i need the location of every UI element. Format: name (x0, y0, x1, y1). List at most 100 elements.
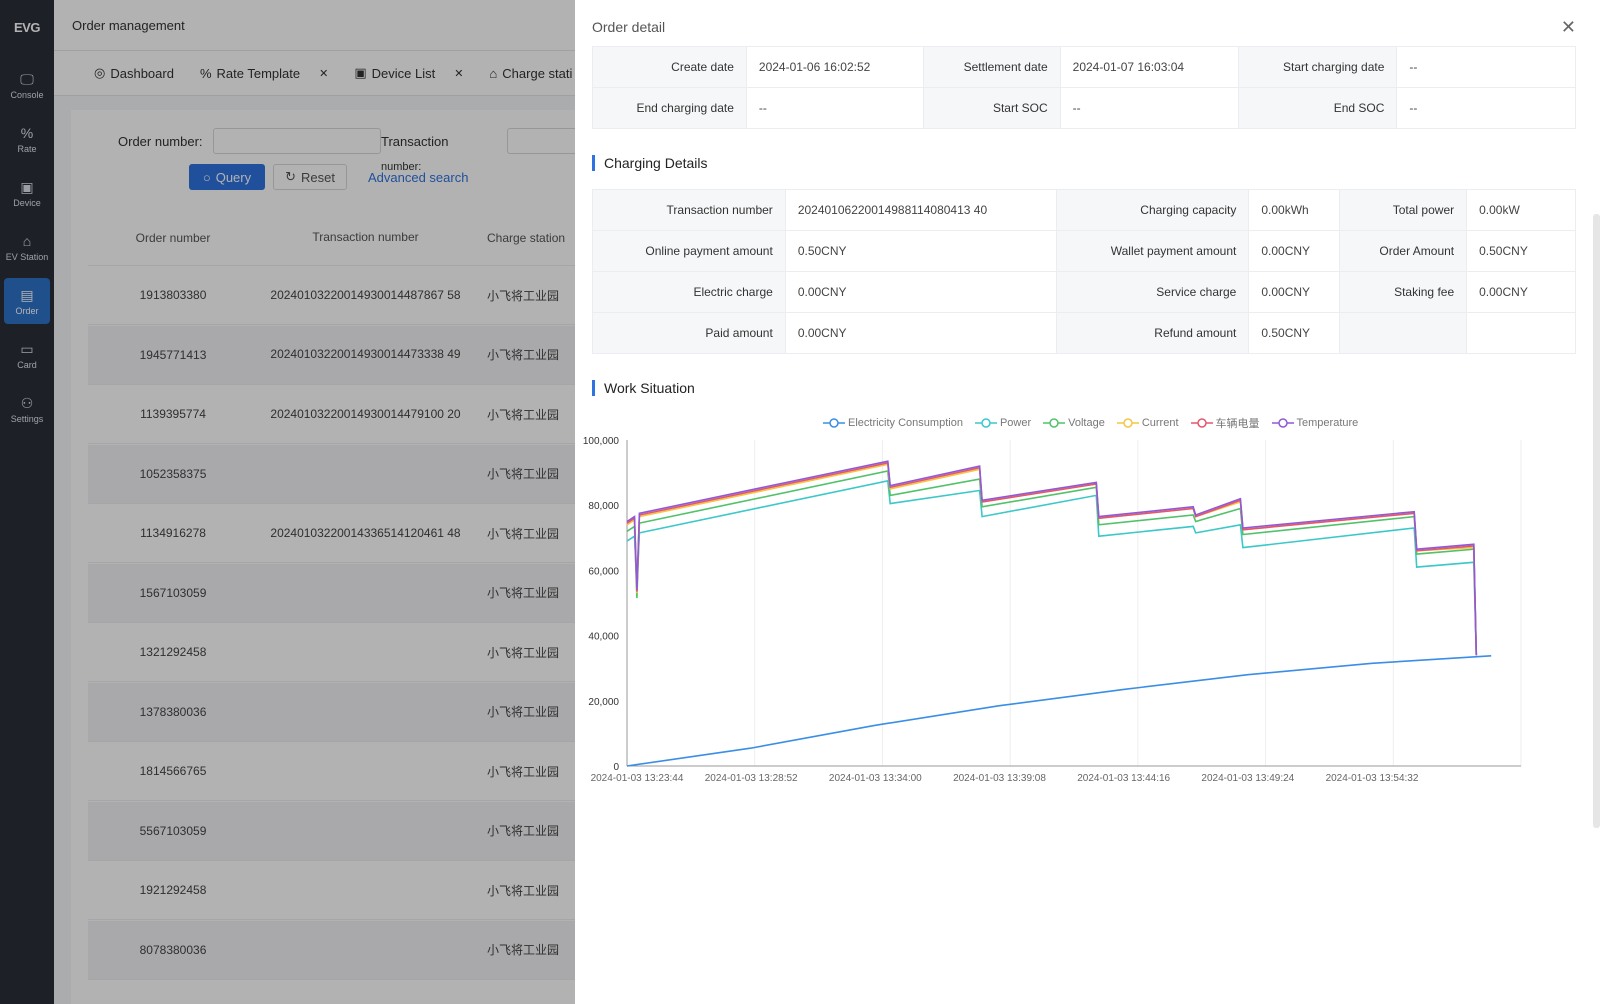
y-tick-label: 100,000 (583, 436, 620, 447)
chart-legend: Electricity Consumption Power Voltage Curre… (823, 415, 1358, 431)
monitor-icon: 🖵 (20, 70, 34, 87)
order-number-cell: 1134916278 (140, 526, 206, 540)
detail-row: Paid amount 0.00CNY Refund amount 0.50CNY (592, 312, 1576, 354)
x-tick-label: 2024-01-03 13:34:00 (829, 773, 922, 784)
tab-dashboard[interactable]: ◎ Dashboard (94, 65, 174, 81)
legend-line-circle-icon (1116, 418, 1139, 428)
detail-value: 2024-01-06 16:02:52 (745, 46, 924, 88)
sidebar-item-order[interactable]: ▤ Order (4, 278, 50, 324)
legend-line-circle-icon (1271, 418, 1294, 428)
filter-bar: Order number: Transaction number: ○ Quer… (71, 110, 1591, 210)
app-logo: EVG (14, 19, 40, 35)
detail-key: Refund amount (1055, 312, 1250, 354)
drawer-title: Order detail (592, 19, 666, 35)
transaction-number-input[interactable] (507, 128, 587, 154)
transaction-number-cell: 20240103220014930014473338 49 (270, 347, 461, 361)
close-tab-icon[interactable]: ✕ (319, 67, 329, 80)
drawer-header: Order detail (575, 0, 1600, 54)
y-tick-label: 80,000 (588, 501, 619, 512)
column-header[interactable]: Transaction number (312, 230, 419, 244)
reset-button-label: Reset (300, 169, 335, 185)
charge-station-cell: 小飞将工业园 (487, 705, 560, 719)
legend-item[interactable]: Voltage (1043, 415, 1105, 431)
sidebar-item-rate[interactable]: % Rate (4, 116, 50, 162)
x-tick-label: 2024-01-03 13:28:52 (705, 773, 798, 784)
charging-details-title: Charging Details (604, 155, 708, 171)
sidebar-item-label: Settings (10, 413, 44, 424)
detail-key: Start charging date (1237, 46, 1398, 88)
sidebar-item-label: Card (17, 359, 37, 370)
legend-label: Voltage (1068, 417, 1105, 429)
legend-label: Temperature (1296, 417, 1359, 429)
charge-station-cell: 小飞将工业园 (487, 824, 560, 838)
detail-value: 20240106220014988114080413 40 (784, 189, 1057, 231)
sidebar-item-settings[interactable]: ⚇ Settings (4, 386, 50, 432)
tab-label: Dashboard (110, 65, 174, 81)
close-icon[interactable]: ✕ (1560, 17, 1576, 37)
legend-label: Current (1141, 417, 1179, 429)
detail-value (1466, 312, 1576, 354)
advanced-search-link[interactable]: Advanced search (368, 170, 469, 185)
detail-key: Staking fee (1339, 271, 1468, 313)
detail-key: Wallet payment amount (1055, 230, 1250, 272)
detail-value: 0.00CNY (1248, 230, 1341, 272)
legend-label: Power (999, 417, 1032, 429)
order-number-cell: 5567103059 (139, 823, 207, 838)
charge-station-cell: 小飞将工业园 (487, 883, 560, 898)
legend-line-circle-icon (1190, 418, 1213, 428)
query-button[interactable]: ○ Query (189, 164, 265, 190)
detail-key: Online payment amount (592, 230, 786, 272)
sidebar: EVG 🖵 Console % Rate ▣ Device ⌂ EV Station ▤ Orde… (0, 0, 54, 1004)
legend-item[interactable]: Temperature (1271, 415, 1359, 431)
close-tab-icon[interactable]: ✕ (454, 67, 464, 80)
charge-station-cell: 小飞将工业园 (487, 526, 560, 541)
sidebar-item-console[interactable]: 🖵 Console (4, 62, 50, 108)
reset-button[interactable]: ↻ Reset (273, 164, 347, 190)
charge-station-cell: 小飞将工业园 (487, 586, 560, 600)
charge-station-cell: 小飞将工业园 (487, 407, 560, 422)
detail-key: Service charge (1055, 271, 1250, 313)
percent-icon: % (199, 65, 212, 81)
order-number-cell: 8078380036 (139, 942, 207, 957)
tab-charge-stati[interactable]: ⌂ Charge stati (489, 66, 572, 81)
x-tick-label: 2024-01-03 13:54:32 (1326, 773, 1419, 784)
tab-label: Device List (371, 65, 436, 81)
drawer-scrollbar[interactable] (1593, 214, 1600, 828)
legend-item[interactable]: Current (1116, 415, 1179, 431)
legend-item[interactable]: 车辆电量 (1190, 415, 1260, 431)
column-header[interactable]: Order number (135, 230, 211, 245)
legend-item[interactable]: Power (974, 415, 1032, 431)
series-line-temperature[interactable] (626, 460, 1478, 656)
detail-key: Electric charge (592, 271, 786, 313)
sidebar-item-label: Console (10, 89, 44, 100)
detail-value: 2024-01-07 16:03:04 (1059, 46, 1239, 88)
tab-label: Charge stati (502, 65, 573, 81)
detail-row: Create date 2024-01-06 16:02:52 Settlement… (592, 46, 1576, 88)
transaction-number-cell: 20240103220014336514120461 48 (270, 525, 461, 540)
order-number-cell: 1052358375 (139, 466, 207, 481)
detail-row: Electric charge 0.00CNY Service charge 0.00… (592, 271, 1576, 313)
transaction-number-cell: 20240103220014930014487867 58 (270, 287, 461, 302)
column-header[interactable]: Charge station (487, 230, 566, 245)
order-number-input[interactable] (213, 128, 381, 154)
sidebar-item-ev-station[interactable]: ⌂ EV Station (4, 224, 50, 270)
order-number-cell: 1814566765 (139, 764, 207, 778)
y-tick-label: 40,000 (588, 632, 619, 643)
x-tick-label: 2024-01-03 13:39:08 (953, 773, 1046, 784)
detail-value: 0.50CNY (784, 230, 1057, 272)
work-situation-heading: Work Situation (592, 380, 695, 396)
sidebar-item-label: Order (15, 305, 39, 316)
detail-key: Charging capacity (1055, 189, 1250, 231)
y-tick-label: 0 (613, 762, 619, 773)
percent-icon: % (20, 124, 34, 141)
tab-rate-template[interactable]: % Rate Template ✕ (200, 66, 328, 81)
legend-item[interactable]: Electricity Consumption (823, 415, 963, 431)
sidebar-item-card[interactable]: ▭ Card (4, 332, 50, 378)
work-situation-chart: 0 20,000 40,000 60,000 80,000 100,000 2024-01-… (583, 436, 1522, 784)
settings-icon: ⚇ (20, 394, 34, 411)
series-line-electricity-consumption[interactable] (626, 655, 1492, 767)
legend-line-circle-icon (1043, 418, 1066, 428)
sidebar-item-device[interactable]: ▣ Device (4, 170, 50, 216)
tab-device-list[interactable]: ▣ Device List ✕ (354, 65, 463, 81)
legend-label: Electricity Consumption (848, 417, 963, 429)
